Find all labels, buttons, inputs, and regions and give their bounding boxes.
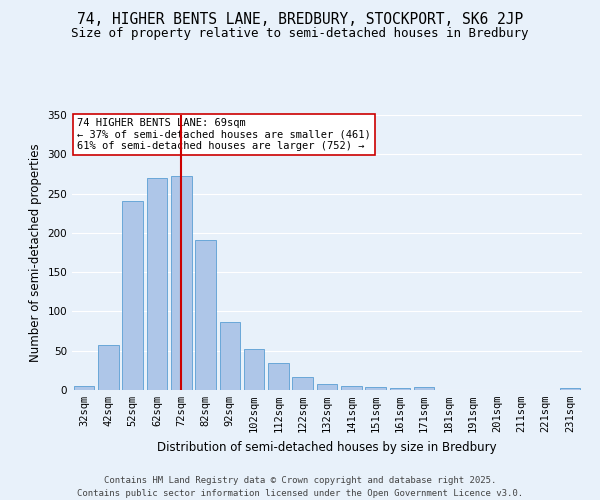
- X-axis label: Distribution of semi-detached houses by size in Bredbury: Distribution of semi-detached houses by …: [157, 440, 497, 454]
- Text: Contains HM Land Registry data © Crown copyright and database right 2025.
Contai: Contains HM Land Registry data © Crown c…: [77, 476, 523, 498]
- Bar: [341, 386, 362, 390]
- Bar: [171, 176, 191, 390]
- Bar: [98, 345, 119, 390]
- Bar: [292, 376, 313, 390]
- Bar: [317, 384, 337, 390]
- Bar: [74, 386, 94, 390]
- Bar: [414, 387, 434, 390]
- Bar: [220, 322, 240, 390]
- Bar: [268, 364, 289, 390]
- Text: 74, HIGHER BENTS LANE, BREDBURY, STOCKPORT, SK6 2JP: 74, HIGHER BENTS LANE, BREDBURY, STOCKPO…: [77, 12, 523, 28]
- Bar: [365, 387, 386, 390]
- Bar: [195, 240, 216, 390]
- Bar: [146, 178, 167, 390]
- Bar: [560, 388, 580, 390]
- Bar: [122, 202, 143, 390]
- Text: 74 HIGHER BENTS LANE: 69sqm
← 37% of semi-detached houses are smaller (461)
61% : 74 HIGHER BENTS LANE: 69sqm ← 37% of sem…: [77, 118, 371, 151]
- Bar: [389, 388, 410, 390]
- Bar: [244, 349, 265, 390]
- Text: Size of property relative to semi-detached houses in Bredbury: Size of property relative to semi-detach…: [71, 28, 529, 40]
- Y-axis label: Number of semi-detached properties: Number of semi-detached properties: [29, 143, 42, 362]
